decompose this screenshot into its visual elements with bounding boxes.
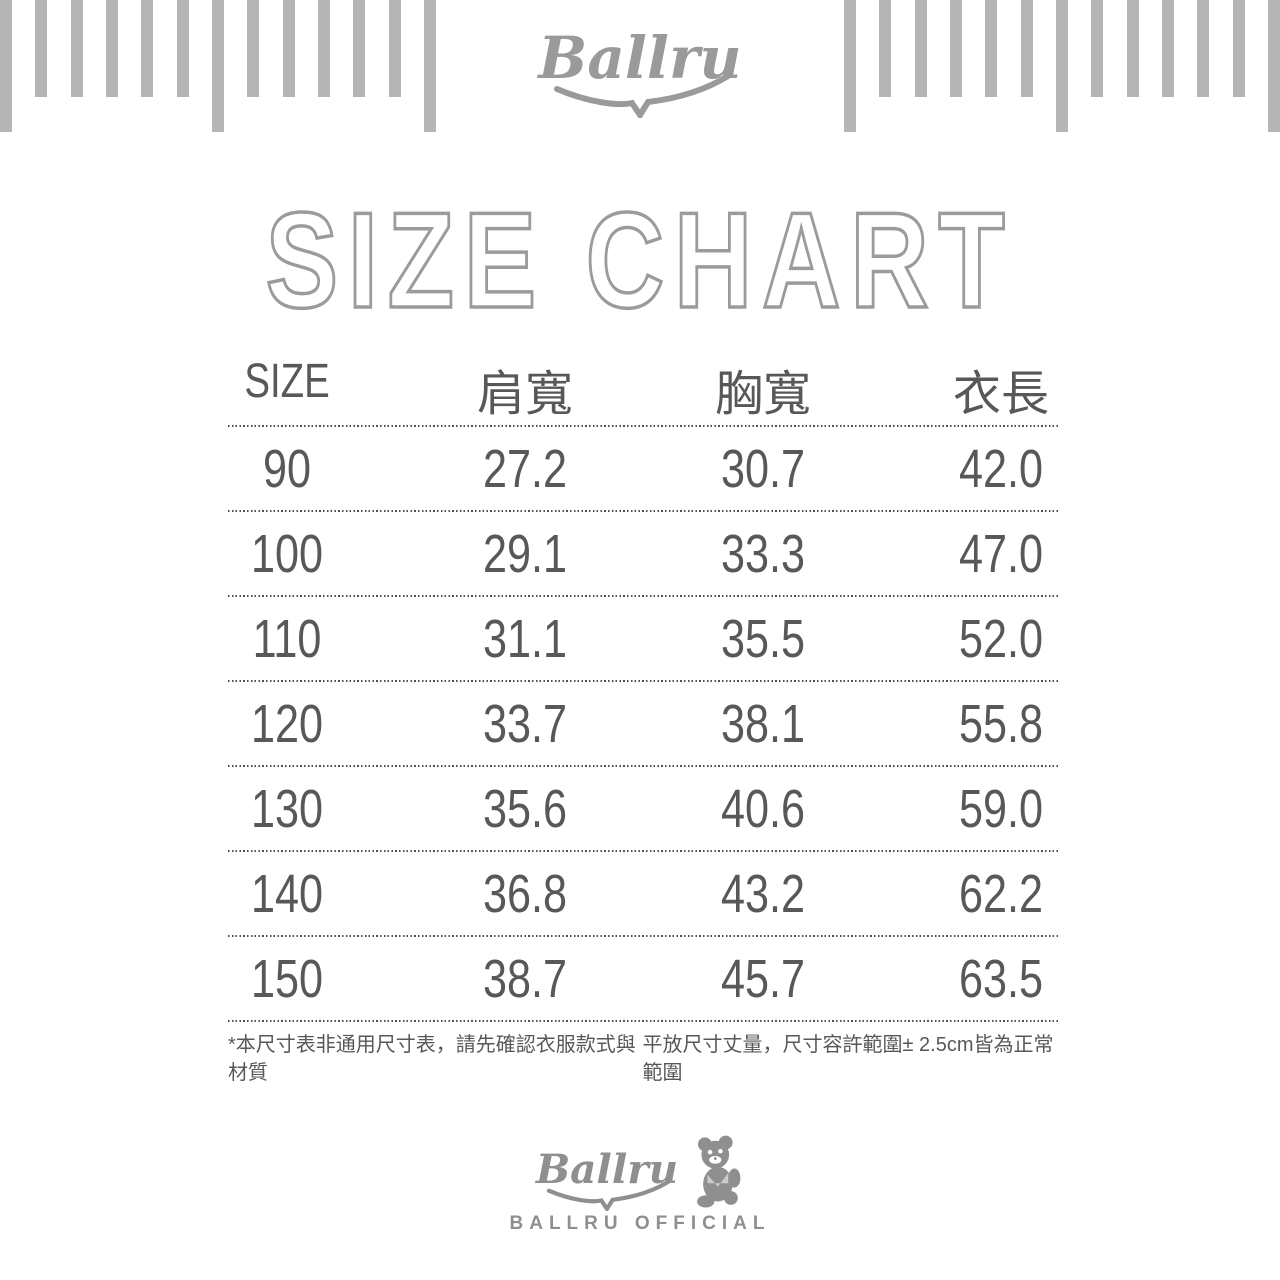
size-table: SIZE 肩寬 胸寬 衣長 90 27.2 30.7 42.0 100 29.1 33.3 47.0… (228, 352, 1060, 1022)
row-divider (228, 595, 1060, 597)
row-divider (228, 1020, 1060, 1022)
table-row: 150 38.7 45.7 63.5 (228, 937, 1060, 1020)
table-cell: 150 (250, 948, 324, 1009)
stripe-bar (423, 0, 436, 132)
header-divider (228, 425, 1060, 427)
table-cell: 130 (250, 778, 324, 839)
table-header-row: SIZE 肩寬 胸寬 衣長 (228, 352, 1060, 425)
footnote-left: *本尺寸表非通用尺寸表，請先確認衣服款式與材質 (228, 1034, 636, 1084)
stripe-bar (141, 0, 154, 97)
table-row: 100 29.1 33.3 47.0 (228, 512, 1060, 595)
table-cell: 120 (250, 693, 324, 754)
table-cell: 30.7 (720, 438, 806, 499)
stripe-bar (1161, 0, 1174, 97)
row-divider (228, 850, 1060, 852)
stripe-bar (985, 0, 998, 97)
stripe-bar (317, 0, 330, 97)
brand-logo-text: Ballru (536, 24, 741, 92)
stripe-bar (70, 0, 83, 97)
row-divider (228, 935, 1060, 937)
table-cell: 47.0 (958, 523, 1044, 584)
brand-logo-top-svg: Ballru (536, 24, 742, 121)
brand-logo-bottom-svg: Ballru (535, 1145, 678, 1211)
table-cell: 40.6 (720, 778, 806, 839)
table-cell: 55.8 (958, 693, 1044, 754)
stripe-bar (1055, 0, 1068, 132)
column-header: 衣長 (952, 368, 1049, 421)
table-cell: 31.1 (482, 608, 568, 669)
table-cell: 33.7 (482, 693, 568, 754)
footnotes: *本尺寸表非通用尺寸表，請先確認衣服款式與材質 平放尺寸丈量，尺寸容許範圍± 2… (228, 1031, 1060, 1087)
stripe-bar (914, 0, 927, 97)
table-row: 140 36.8 43.2 62.2 (228, 852, 1060, 935)
column-header: 胸寬 (714, 368, 811, 421)
stripe-bar (282, 0, 295, 97)
table-body: 90 27.2 30.7 42.0 100 29.1 33.3 47.0 110 31.1 35.5… (228, 427, 1060, 1022)
table-row: 130 35.6 40.6 59.0 (228, 767, 1060, 850)
column-header: SIZE (244, 355, 330, 408)
decor-stripes-right (844, 0, 1280, 132)
stripe-bar (879, 0, 892, 97)
brand-official-label: BALLRU OFFICIAL (509, 1213, 771, 1234)
table-cell: 140 (250, 863, 324, 924)
stripe-bar (388, 0, 401, 97)
decor-stripes-left (0, 0, 436, 132)
table-cell: 38.7 (482, 948, 568, 1009)
table-cell: 35.5 (720, 608, 806, 669)
stripe-bar (844, 0, 856, 132)
table-cell: 36.8 (482, 863, 568, 924)
column-header: 肩寬 (476, 368, 573, 421)
stripe-bar (949, 0, 962, 97)
row-divider (228, 765, 1060, 767)
table-cell: 38.1 (720, 693, 806, 754)
page-title: SIZE CHART (264, 184, 1015, 336)
stripe-bar (1232, 0, 1245, 97)
table-cell: 45.7 (720, 948, 806, 1009)
stripe-bar (35, 0, 48, 97)
stripe-bar (176, 0, 189, 97)
stripe-bar (1267, 0, 1280, 132)
stripe-bar (1197, 0, 1210, 97)
table-row: 90 27.2 30.7 42.0 (228, 427, 1060, 510)
table-cell: 90 (262, 438, 312, 499)
stripe-bar (211, 0, 224, 132)
table-cell: 29.1 (482, 523, 568, 584)
table-cell: 100 (250, 523, 324, 584)
brand-logo-text-bottom: Ballru (535, 1145, 678, 1193)
table-cell: 35.6 (482, 778, 568, 839)
stripe-bar (247, 0, 260, 97)
stripe-bar (105, 0, 118, 97)
stripe-bar (1020, 0, 1033, 97)
stripe-bar (0, 0, 12, 132)
table-row: 110 31.1 35.5 52.0 (228, 597, 1060, 680)
table-cell: 42.0 (958, 438, 1044, 499)
stripe-bar (1126, 0, 1139, 97)
stripe-bar (353, 0, 366, 97)
row-divider (228, 680, 1060, 682)
row-divider (228, 510, 1060, 512)
stripe-bar (1091, 0, 1104, 97)
brand-logo-top: Ballru (535, 18, 745, 123)
table-cell: 62.2 (958, 863, 1044, 924)
table-cell: 27.2 (482, 438, 568, 499)
table-cell: 63.5 (958, 948, 1044, 1009)
table-cell: 33.3 (720, 523, 806, 584)
bear-mascot-icon (697, 1135, 741, 1208)
table-cell: 110 (252, 608, 322, 669)
footer-brand: Ballru BALLRU OFFICIAL (0, 1133, 1280, 1235)
table-cell: 43.2 (720, 863, 806, 924)
logo-swoosh-icon (554, 73, 731, 121)
table-cell: 59.0 (958, 778, 1044, 839)
logo-swoosh-icon (546, 1179, 671, 1211)
table-cell: 52.0 (958, 608, 1044, 669)
footer-logo-row: Ballru (0, 1133, 1280, 1211)
footnote-right: 平放尺寸丈量，尺寸容許範圍± 2.5cm皆為正常範圍 (642, 1034, 1054, 1084)
table-row: 120 33.7 38.1 55.8 (228, 682, 1060, 765)
